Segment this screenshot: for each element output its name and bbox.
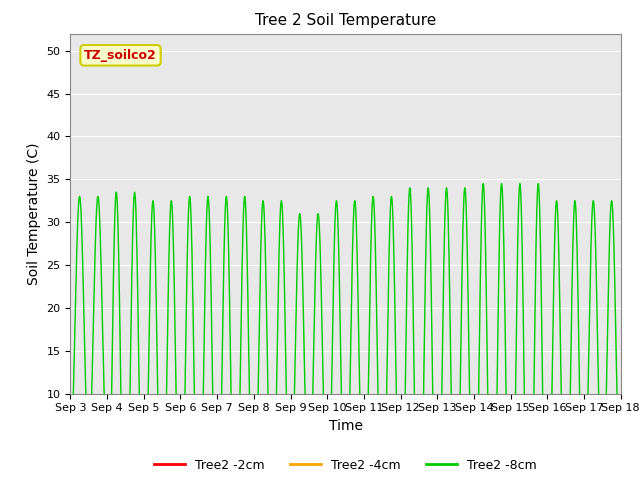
Title: Tree 2 Soil Temperature: Tree 2 Soil Temperature [255, 13, 436, 28]
Y-axis label: Soil Temperature (C): Soil Temperature (C) [27, 143, 41, 285]
X-axis label: Time: Time [328, 419, 363, 433]
Text: TZ_soilco2: TZ_soilco2 [84, 49, 157, 62]
Legend: Tree2 -2cm, Tree2 -4cm, Tree2 -8cm: Tree2 -2cm, Tree2 -4cm, Tree2 -8cm [149, 454, 542, 477]
